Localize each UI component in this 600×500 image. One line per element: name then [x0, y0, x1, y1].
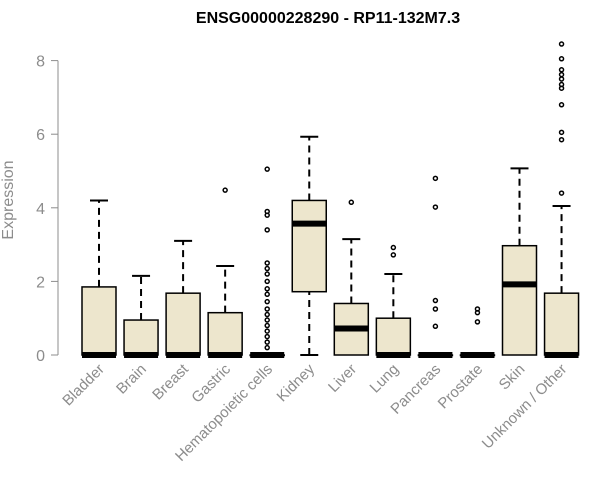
y-tick-label: 8 [36, 54, 45, 71]
outlier-point [264, 298, 270, 305]
outlier-point [264, 291, 270, 298]
x-tick-label: Skin [496, 361, 529, 394]
outlier-point [558, 56, 565, 62]
box-breast [165, 239, 201, 358]
outlier-point [264, 333, 270, 340]
outlier-point [264, 166, 270, 172]
x-tick-label: Brain [113, 361, 150, 398]
box-prostate [459, 306, 496, 358]
outlier-point [558, 129, 565, 136]
box-lung [375, 244, 412, 358]
outlier-point [264, 344, 270, 351]
chart-title: ENSG00000228290 - RP11-132M7.3 [196, 10, 460, 27]
outlier-point [264, 286, 270, 292]
outlier-point [264, 278, 270, 285]
x-tick-label: Breast [149, 360, 192, 403]
outlier-point [474, 306, 481, 312]
box-iqr [123, 319, 159, 356]
box-iqr [291, 199, 327, 293]
box-kidney [291, 135, 327, 356]
outlier-point [390, 252, 397, 258]
x-tick-label: Prostate [435, 361, 487, 413]
box-iqr [501, 244, 538, 356]
outlier-point [264, 208, 270, 215]
outlier-point [264, 339, 270, 345]
outlier-point [264, 265, 270, 272]
outlier-point [558, 76, 565, 82]
x-tick-label: Lung [367, 361, 403, 397]
outlier-point [558, 71, 565, 78]
box-skin [501, 167, 538, 356]
outlier-point [474, 319, 481, 325]
box-brain [123, 274, 159, 358]
box-hematopoietic-cells [249, 166, 285, 358]
y-axis-label: Expression [0, 160, 17, 239]
box-iqr [543, 292, 580, 356]
outlier-point [264, 317, 270, 323]
outlier-point [432, 204, 439, 210]
outlier-point [264, 322, 270, 329]
box-pancreas [417, 175, 454, 358]
box-iqr [81, 286, 117, 356]
x-tick-label: Bladder [59, 361, 108, 410]
outlier-point [264, 260, 270, 266]
outlier-point [558, 41, 565, 47]
boxes-layer [81, 41, 580, 358]
outlier-point [558, 190, 565, 196]
y-tick-label: 4 [36, 201, 45, 218]
outlier-point [264, 306, 270, 312]
box-bladder [81, 199, 117, 358]
y-axis: 0 2 4 6 8 [36, 54, 59, 365]
y-tick-label: 6 [36, 127, 45, 144]
box-gastric [207, 187, 243, 358]
box-iqr [165, 292, 201, 356]
y-tick-label: 2 [36, 274, 45, 291]
outlier-point [432, 297, 439, 304]
outlier-point [264, 311, 270, 318]
outlier-point [558, 136, 565, 143]
outlier-point [558, 102, 565, 108]
outlier-point [390, 244, 397, 251]
box-iqr [375, 317, 412, 356]
x-tick-label: Kidney [274, 360, 319, 405]
x-tick-label: Liver [325, 361, 360, 396]
outlier-point [558, 81, 565, 88]
box-unknown-other [543, 41, 580, 358]
outlier-point [558, 67, 565, 73]
outlier-point [432, 306, 439, 312]
outlier-point [264, 227, 270, 233]
outlier-point [264, 328, 270, 334]
box-liver [333, 199, 370, 356]
outlier-point [432, 323, 439, 330]
y-tick-label: 0 [36, 348, 45, 365]
outlier-point [432, 175, 439, 182]
outlier-point [222, 187, 228, 193]
outlier-point [348, 199, 355, 206]
outlier-point [264, 271, 270, 277]
box-iqr [207, 311, 243, 356]
